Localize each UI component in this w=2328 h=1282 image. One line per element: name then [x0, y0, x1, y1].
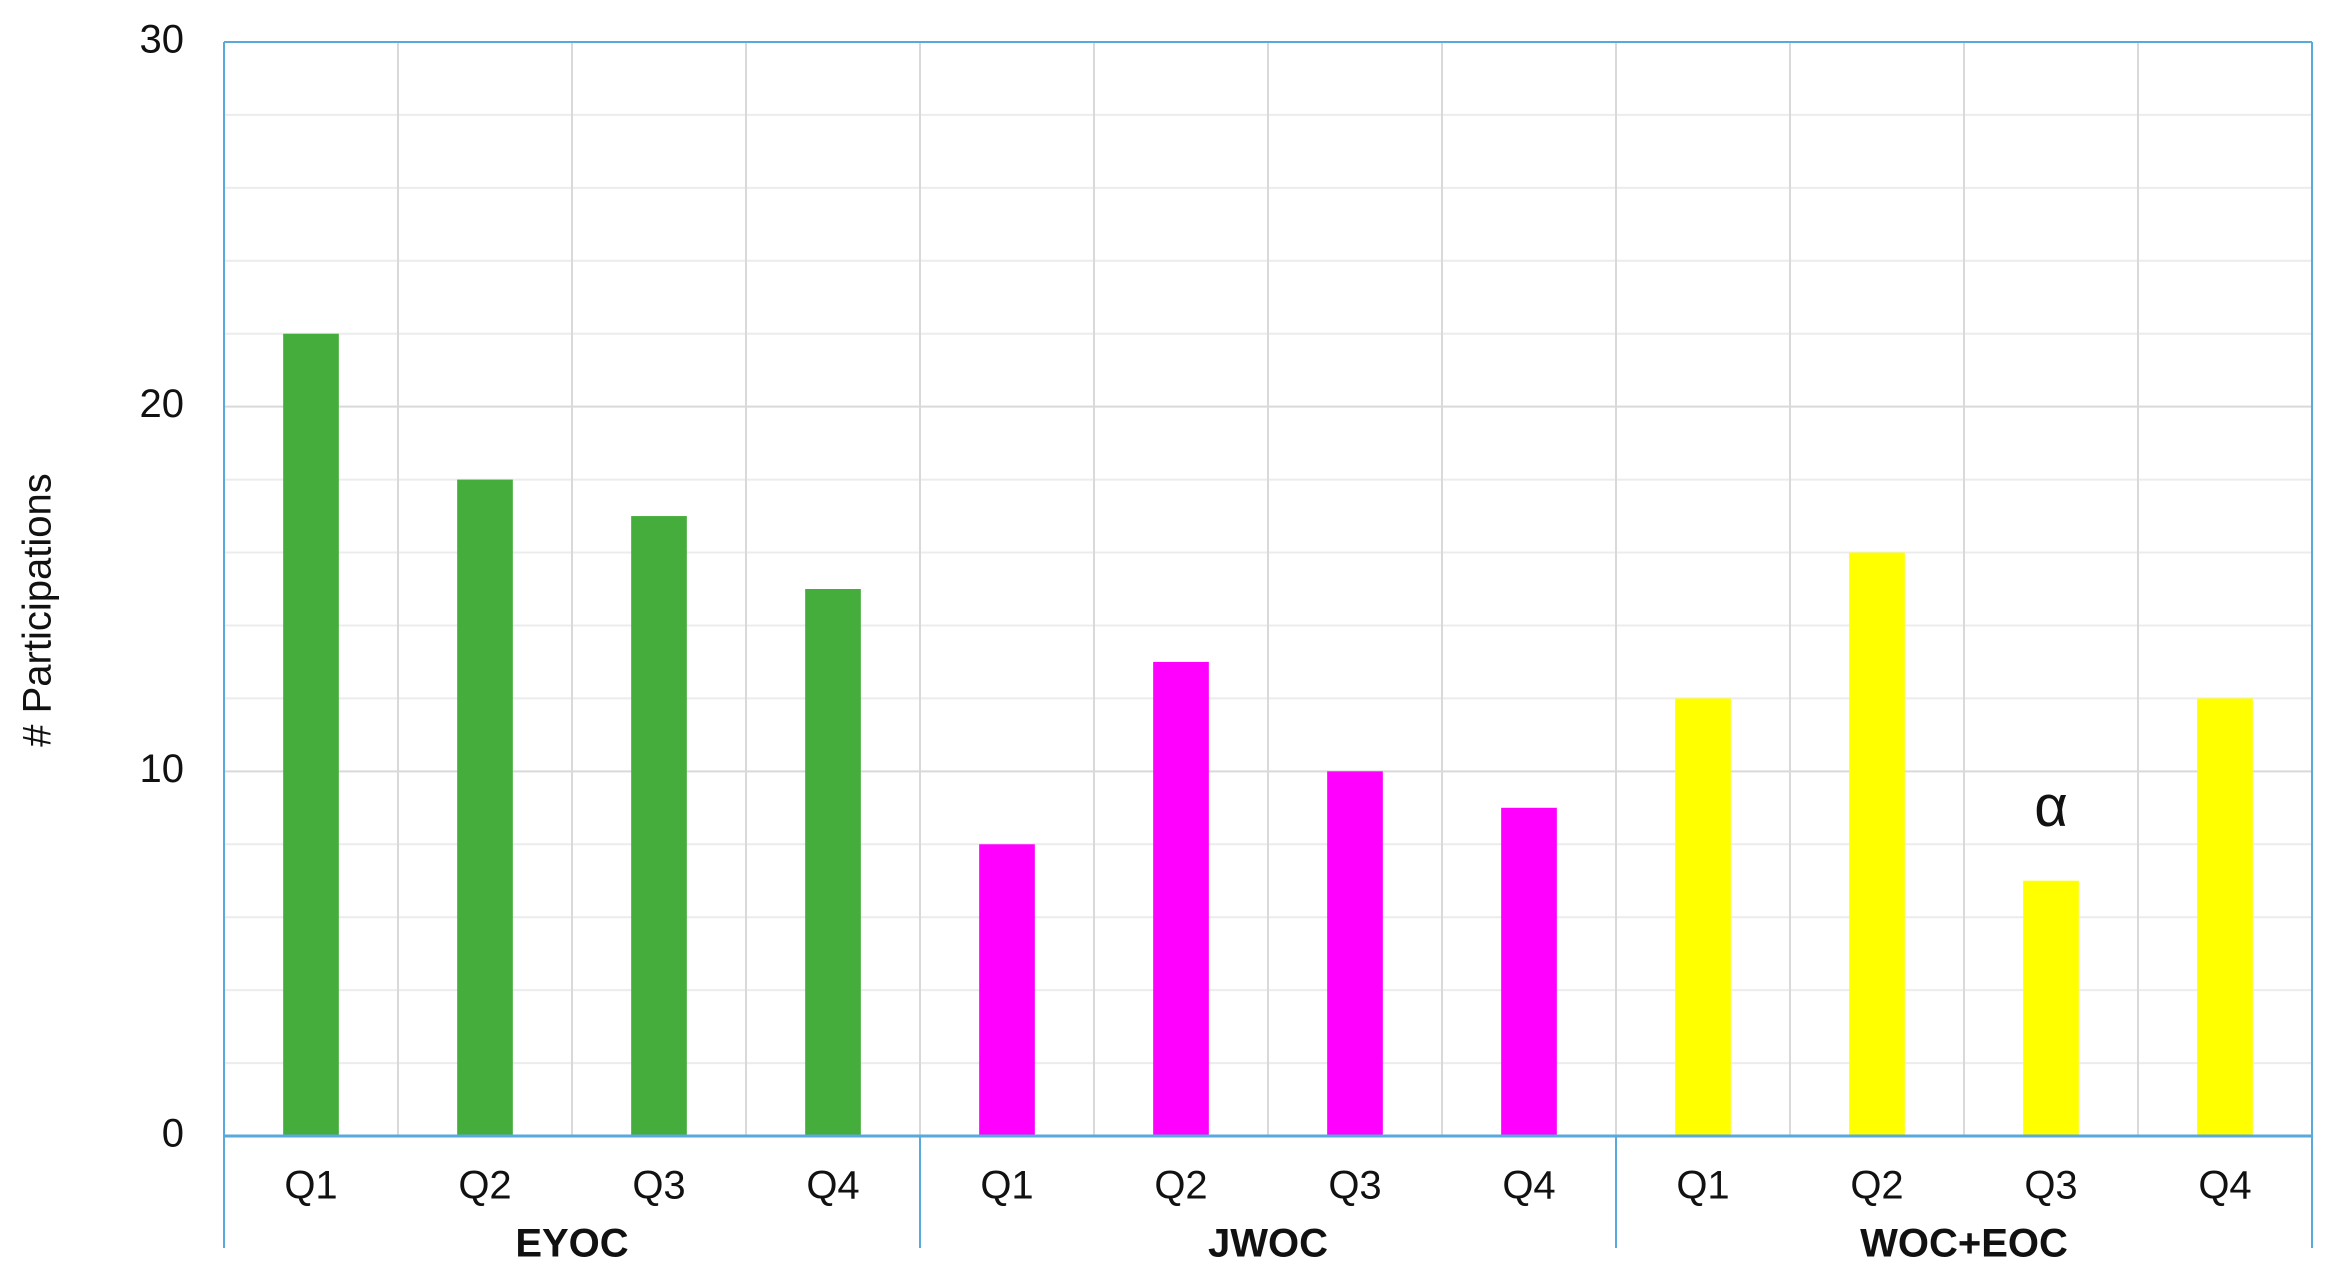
- bar: [2023, 880, 2079, 1136]
- y-tick-label: 20: [140, 382, 185, 426]
- bar: [1849, 552, 1905, 1136]
- x-tick-label: Q1: [1676, 1164, 1729, 1208]
- x-tick-label: Q3: [1328, 1164, 1381, 1208]
- bar: [1327, 771, 1383, 1136]
- bar: [2197, 698, 2253, 1136]
- y-tick-label: 10: [140, 747, 185, 791]
- bar: [283, 333, 339, 1136]
- y-tick-label: 30: [140, 18, 185, 62]
- group-label: JWOC: [1208, 1222, 1328, 1266]
- bar: [1501, 807, 1557, 1136]
- x-tick-label: Q4: [1502, 1164, 1555, 1208]
- bar: [457, 479, 513, 1137]
- x-tick-label: Q2: [1850, 1164, 1903, 1208]
- x-tick-label: Q4: [2198, 1164, 2251, 1208]
- group-label: WOC+EOC: [1860, 1222, 2068, 1266]
- x-tick-label: Q3: [2024, 1164, 2077, 1208]
- x-tick-label: Q2: [1154, 1164, 1207, 1208]
- annotation: α: [2034, 774, 2068, 839]
- x-tick-label: Q1: [980, 1164, 1033, 1208]
- group-label: EYOC: [515, 1222, 628, 1266]
- bar: [631, 516, 687, 1136]
- bar: [805, 589, 861, 1136]
- bar: [1153, 661, 1209, 1136]
- x-tick-label: Q2: [458, 1164, 511, 1208]
- bar: [1675, 698, 1731, 1136]
- bar: [979, 844, 1035, 1136]
- y-tick-label: 0: [162, 1112, 184, 1156]
- x-tick-label: Q4: [806, 1164, 859, 1208]
- y-axis-label: # Participations: [16, 473, 60, 746]
- x-tick-label: Q3: [632, 1164, 685, 1208]
- x-tick-label: Q1: [284, 1164, 337, 1208]
